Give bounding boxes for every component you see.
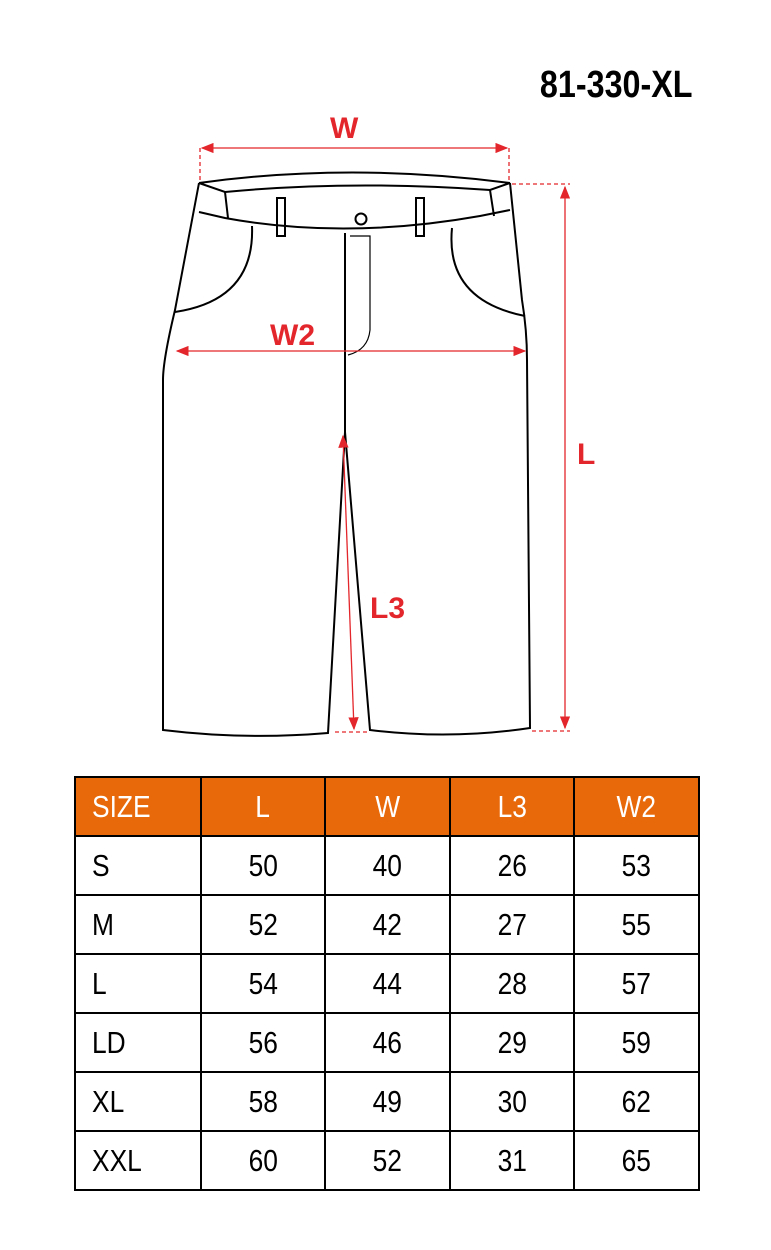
header-cell: W2: [573, 776, 700, 837]
dimension-label-w: W: [330, 112, 359, 145]
shorts-diagram: W W2 L L3: [162, 112, 595, 737]
table-cell: S: [74, 835, 202, 896]
table-cell: 52: [199, 894, 327, 955]
product-code: 81-330-XL: [540, 64, 693, 106]
table-cell: LD: [74, 1012, 202, 1073]
header-cell: L: [199, 776, 327, 837]
table-cell: 46: [324, 1012, 451, 1073]
table-row: M 52 42 27 55: [74, 894, 700, 955]
table-cell: 60: [199, 1130, 327, 1191]
table-cell: M: [74, 894, 202, 955]
table-row: XXL 60 52 31 65: [74, 1130, 700, 1191]
table-cell: 49: [324, 1071, 451, 1132]
dimension-label-l3: L3: [370, 592, 405, 625]
table-cell: XL: [74, 1071, 202, 1132]
dimension-label-w2: W2: [270, 319, 315, 352]
table-cell: XXL: [74, 1130, 202, 1191]
table-cell: 65: [573, 1130, 700, 1191]
table-row: LD 56 46 29 59: [74, 1012, 700, 1073]
table-cell: 28: [448, 953, 576, 1014]
size-table: SIZE L W L3 W2 S 50 40 26 53 M 52 42 27 55 L 54 44 28…: [74, 776, 700, 1191]
table-cell: 55: [573, 894, 700, 955]
table-cell: 59: [573, 1012, 700, 1073]
dimension-label-l: L: [577, 438, 595, 471]
table-cell: 57: [573, 953, 700, 1014]
table-cell: 56: [199, 1012, 327, 1073]
table-cell: 42: [324, 894, 451, 955]
dimension-lines: [175, 142, 571, 733]
table-cell: 44: [324, 953, 451, 1014]
table-row: L 54 44 28 57: [74, 953, 700, 1014]
table-cell: 52: [324, 1130, 451, 1191]
header-cell: L3: [448, 776, 576, 837]
table-cell: 58: [199, 1071, 327, 1132]
table-cell: 30: [448, 1071, 576, 1132]
header-cell: W: [324, 776, 451, 837]
table-cell: 27: [448, 894, 576, 955]
table-cell: 50: [199, 835, 327, 896]
table-cell: 40: [324, 835, 451, 896]
table-cell: 31: [448, 1130, 576, 1191]
table-cell: L: [74, 953, 202, 1014]
table-cell: 53: [573, 835, 700, 896]
table-header-row: SIZE L W L3 W2: [74, 776, 700, 837]
table-cell: 62: [573, 1071, 700, 1132]
table-cell: 54: [199, 953, 327, 1014]
table-row: S 50 40 26 53: [74, 835, 700, 896]
header-cell: SIZE: [74, 776, 202, 837]
table-row: XL 58 49 30 62: [74, 1071, 700, 1132]
table-cell: 29: [448, 1012, 576, 1073]
shorts-outline: [162, 171, 532, 737]
table-cell: 26: [448, 835, 576, 896]
